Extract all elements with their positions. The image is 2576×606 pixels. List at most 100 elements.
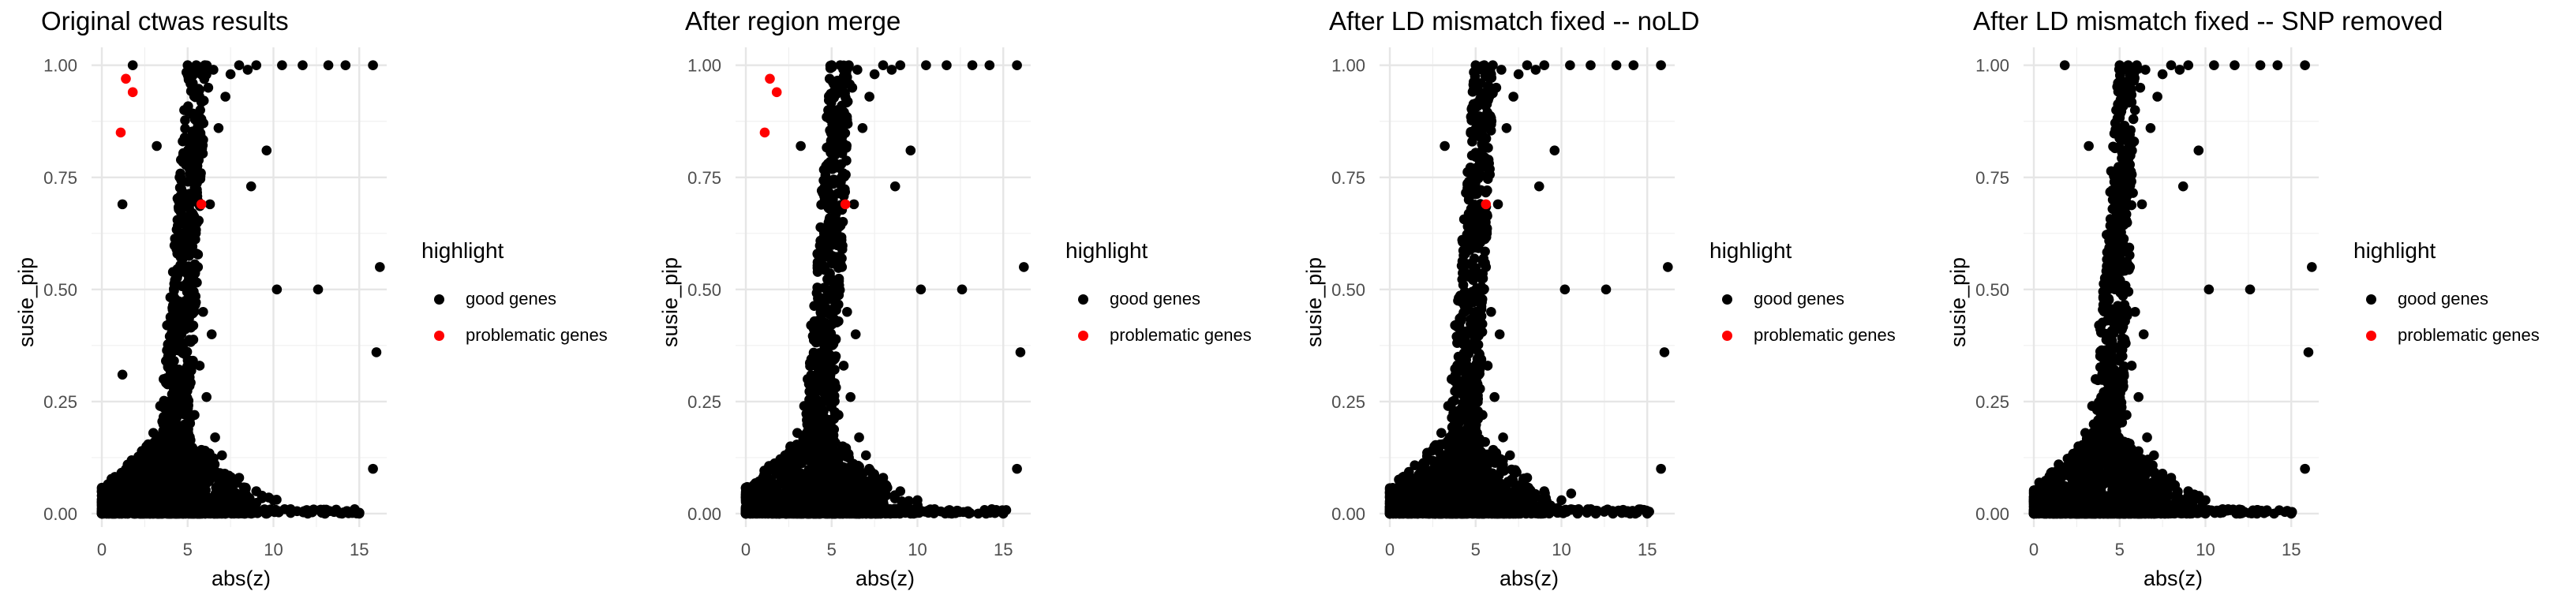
good-gene-point (1565, 60, 1575, 71)
x-tick-label: 5 (827, 540, 837, 559)
problematic-gene-point (127, 87, 138, 98)
good-gene-point (2046, 473, 2057, 483)
good-gene-point (1663, 262, 1673, 272)
x-tick-label: 0 (1385, 540, 1395, 559)
good-gene-point (2125, 262, 2136, 272)
good-gene-point (2255, 60, 2266, 71)
y-tick-label: 0.50 (1331, 280, 1365, 300)
y-tick-label: 0.50 (687, 280, 721, 300)
good-gene-point (2193, 145, 2204, 155)
good-gene-point (242, 65, 253, 75)
good-gene-point (2087, 401, 2098, 411)
good-gene-point (2166, 473, 2177, 483)
legend-key-dot (434, 294, 444, 305)
good-gene-point (895, 486, 906, 496)
y-tick-label: 0.75 (43, 168, 77, 188)
good-gene-point (819, 194, 830, 205)
good-gene-point (1447, 374, 1457, 384)
x-tick-label: 5 (183, 540, 193, 559)
good-gene-point (114, 473, 125, 483)
good-gene-point (2073, 441, 2084, 452)
good-gene-point (175, 194, 186, 205)
good-gene-point (2135, 82, 2146, 93)
legend-entry: problematic genes (421, 317, 608, 354)
good-gene-point (2114, 60, 2125, 71)
y-tick-label: 0.00 (1331, 504, 1365, 524)
good-gene-point (127, 60, 138, 71)
good-gene-point (2200, 495, 2211, 506)
good-gene-point (998, 508, 1009, 519)
good-gene-point (2084, 140, 2094, 152)
good-gene-point (340, 60, 351, 71)
good-gene-point (271, 284, 283, 295)
good-gene-point (844, 60, 854, 71)
good-gene-point (826, 60, 837, 71)
legend-entry: good genes (1065, 281, 1252, 317)
good-gene-point (1522, 473, 1533, 483)
problematic-gene-point (121, 73, 131, 84)
problematic-gene-point (759, 127, 770, 138)
y-tick-label: 0.50 (43, 280, 77, 300)
x-tick-label: 15 (994, 540, 1013, 559)
good-gene-point (251, 486, 262, 496)
good-gene-point (854, 432, 864, 443)
good-gene-point (1611, 60, 1622, 71)
good-gene-point (251, 60, 262, 71)
chart-panel: 0 5 10 15 0.00 0.25 0.50 0.75 1.00 After LD misma… (1288, 0, 1932, 606)
good-gene-point (2217, 503, 2228, 514)
good-gene-point (193, 262, 204, 272)
good-gene-point (1628, 60, 1639, 71)
chart-title: After region merge (685, 6, 901, 36)
good-gene-point (210, 432, 220, 443)
chart-title: After LD mismatch fixed -- noLD (1329, 6, 1700, 36)
good-gene-point (277, 60, 287, 71)
good-gene-point (2152, 92, 2162, 102)
y-tick-label: 0.75 (1331, 168, 1365, 188)
good-gene-point (895, 60, 906, 71)
legend: highlight good genes problematic genes (421, 238, 608, 354)
good-gene-point (803, 374, 813, 384)
good-gene-point (2234, 508, 2245, 519)
x-axis-label: abs(z) (212, 567, 271, 590)
chart-panel: 0 5 10 15 0.00 0.25 0.50 0.75 1.00 Original ctwas… (0, 0, 644, 606)
good-gene-point (799, 401, 810, 411)
good-gene-point (2300, 463, 2310, 474)
good-gene-point (2111, 105, 2121, 115)
good-gene-point (1436, 428, 1447, 438)
legend-entry: good genes (2353, 281, 2540, 317)
good-gene-point (840, 114, 851, 125)
good-gene-point (1556, 495, 1567, 506)
good-gene-point (368, 60, 378, 71)
y-tick-label: 0.25 (1975, 392, 2009, 412)
good-gene-point (1586, 60, 1596, 71)
good-gene-point (323, 60, 334, 71)
legend-entry-label: good genes (2398, 289, 2488, 309)
good-gene-point (368, 463, 378, 474)
good-gene-point (1513, 69, 1524, 80)
y-tick-label: 0.00 (1975, 504, 2009, 524)
good-gene-point (2183, 486, 2194, 496)
good-gene-point (152, 140, 162, 152)
good-gene-point (177, 383, 188, 394)
good-gene-point (842, 306, 852, 317)
good-gene-point (878, 473, 889, 483)
legend: highlight good genes problematic genes (1709, 238, 1896, 354)
y-tick-label: 0.25 (43, 392, 77, 412)
good-gene-point (1422, 454, 1433, 466)
good-gene-point (1467, 105, 1477, 115)
legend-entry-label: good genes (1754, 289, 1844, 309)
legend-entry: problematic genes (2353, 317, 2540, 354)
good-gene-point (831, 78, 842, 88)
good-gene-point (1656, 60, 1666, 71)
good-gene-point (213, 122, 224, 133)
good-gene-point (1549, 145, 1560, 155)
x-tick-label: 5 (2115, 540, 2125, 559)
good-gene-point (2097, 351, 2108, 362)
legend-entry-label: problematic genes (1110, 325, 1252, 345)
y-axis-label: susie_pip (658, 256, 682, 347)
legend-entry-label: problematic genes (466, 325, 608, 345)
good-gene-point (162, 320, 172, 331)
chart-panel: 0 5 10 15 0.00 0.25 0.50 0.75 1.00 After region m… (644, 0, 1288, 606)
good-gene-point (159, 374, 169, 384)
good-gene-point (2303, 347, 2314, 357)
